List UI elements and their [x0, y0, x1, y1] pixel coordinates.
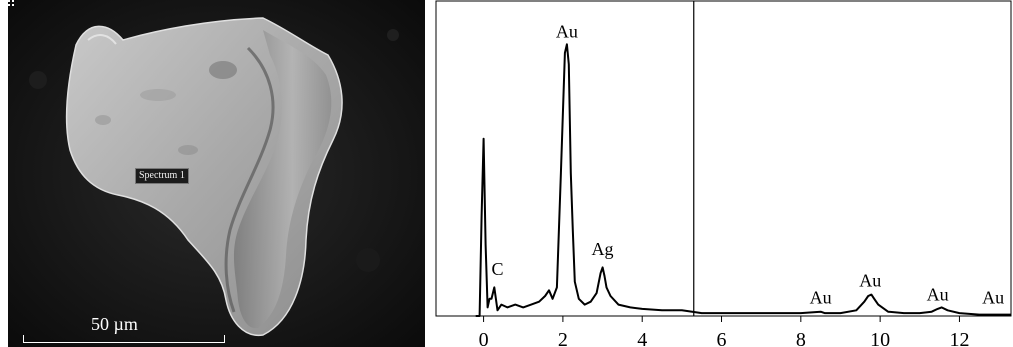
peak-label: Au	[810, 287, 832, 307]
sem-micrograph: Spectrum 1 50 µm	[8, 0, 425, 347]
peak-label: Au	[859, 270, 881, 290]
x-axis: 0 2 4 6 8 10 12	[479, 316, 969, 347]
spectrum-label: Spectrum 1	[135, 168, 189, 184]
x-tick-label: 12	[949, 329, 969, 347]
peak-label: C	[491, 259, 503, 279]
x-tick-label: 8	[796, 329, 806, 347]
spectrum-line	[475, 43, 1011, 317]
x-tick-label: 10	[870, 329, 890, 347]
peak-label: Au	[927, 285, 949, 305]
eds-spectrum-chart: 0 2 4 6 8 10 12 Au C Ag Au Au Au Au	[435, 0, 1012, 347]
scale-bar-label: 50 µm	[91, 314, 138, 334]
gold-particle-image	[8, 0, 425, 347]
x-tick-label: 4	[637, 329, 647, 347]
x-tick-label: 0	[479, 329, 489, 347]
x-tick-label: 6	[717, 329, 727, 347]
peak-label: Au	[982, 287, 1004, 307]
spectrum-point-marker	[8, 0, 14, 6]
plot-frame	[435, 0, 1012, 317]
peak-labels: Au C Ag Au Au Au Au	[491, 21, 1004, 307]
peak-label: Ag	[592, 239, 614, 259]
peak-label: Au	[556, 21, 578, 41]
scale-bar	[23, 335, 225, 343]
x-tick-label: 2	[558, 329, 568, 347]
